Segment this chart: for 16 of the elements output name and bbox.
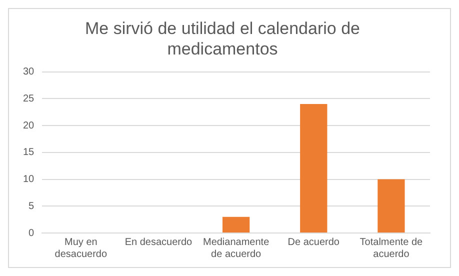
- x-tick-label: Medianamente de acuerdo: [202, 236, 270, 260]
- x-tick-label: En desacuerdo: [124, 236, 193, 248]
- y-tick-label: 30: [23, 66, 35, 78]
- x-tick-label: De acuerdo: [288, 236, 340, 248]
- y-tick-label: 0: [28, 228, 35, 239]
- y-tick-label: 10: [23, 174, 35, 186]
- x-tick-label: Totalmente de acuerdo: [360, 236, 424, 260]
- y-tick-label: 5: [28, 200, 35, 212]
- y-tick-label: 25: [23, 93, 35, 104]
- bar: [378, 179, 405, 232]
- bar: [300, 104, 328, 232]
- chart-title: Me sirvió de utilidad el calendario de medicamentos: [85, 18, 360, 58]
- bar: [222, 216, 250, 232]
- x-tick-label: Muy en desacuerdo: [54, 236, 108, 260]
- y-tick-label: 15: [23, 147, 35, 158]
- y-tick-label: 20: [23, 120, 35, 132]
